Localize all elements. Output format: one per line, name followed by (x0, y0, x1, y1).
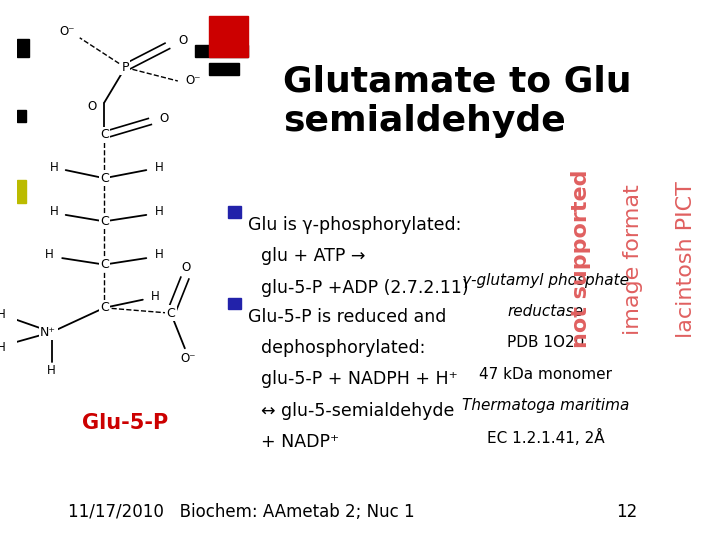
Text: Glu-5-P: Glu-5-P (82, 413, 168, 433)
Text: glu + ATP →: glu + ATP → (261, 247, 365, 265)
Text: image format: image format (624, 184, 644, 335)
Text: C: C (100, 172, 109, 185)
Text: C: C (100, 129, 109, 141)
Text: 11/17/2010   Biochem: AAmetab 2; Nuc 1: 11/17/2010 Biochem: AAmetab 2; Nuc 1 (68, 503, 414, 521)
Text: O: O (178, 34, 187, 47)
Text: H: H (48, 364, 56, 377)
Text: O: O (87, 100, 96, 113)
Text: O⁻: O⁻ (181, 352, 196, 365)
Text: Thermatoga maritima: Thermatoga maritima (462, 398, 629, 413)
Text: H: H (0, 341, 6, 354)
Text: H: H (155, 248, 163, 261)
Text: PDB 1O20: PDB 1O20 (507, 335, 585, 350)
Text: ↔ glu-5-semialdehyde: ↔ glu-5-semialdehyde (261, 402, 454, 420)
Text: EC 1.2.1.41, 2Å: EC 1.2.1.41, 2Å (487, 429, 605, 447)
Text: C: C (100, 215, 109, 228)
Text: H: H (45, 248, 54, 261)
Text: O: O (159, 112, 168, 125)
Text: dephosphorylated:: dephosphorylated: (261, 339, 425, 357)
Text: H: H (155, 205, 163, 218)
Text: C: C (100, 258, 109, 271)
Text: glu-5-P +ADP (2.7.2.11): glu-5-P +ADP (2.7.2.11) (261, 279, 468, 296)
Text: Glu-5-P is reduced and: Glu-5-P is reduced and (248, 308, 446, 326)
Bar (210, 63, 239, 75)
Text: O: O (181, 261, 191, 274)
Bar (195, 45, 248, 57)
Text: γ-glutamyl phosphate: γ-glutamyl phosphate (462, 273, 629, 288)
Text: 47 kDa monomer: 47 kDa monomer (480, 367, 612, 382)
Bar (17, 180, 27, 202)
Text: reductase: reductase (508, 304, 584, 319)
Bar (210, 16, 248, 57)
Text: 12: 12 (616, 503, 637, 521)
Bar (228, 206, 241, 218)
Text: + NADP⁺: + NADP⁺ (261, 433, 338, 451)
Text: C: C (166, 307, 175, 320)
Text: H: H (155, 161, 163, 174)
Text: Glutamate to Glu
semialdehyde: Glutamate to Glu semialdehyde (283, 65, 631, 138)
Bar (17, 39, 30, 57)
Text: not supported: not supported (571, 170, 591, 348)
Text: C: C (100, 301, 109, 314)
Text: H: H (50, 161, 58, 174)
Bar (17, 110, 27, 122)
Text: glu-5-P + NADPH + H⁺: glu-5-P + NADPH + H⁺ (261, 370, 457, 388)
Text: H: H (151, 291, 160, 303)
Text: Glu is γ-phosphorylated:: Glu is γ-phosphorylated: (248, 216, 462, 234)
Text: lacintosh PICT: lacintosh PICT (676, 181, 696, 338)
Text: H: H (0, 308, 6, 321)
Text: P: P (122, 61, 129, 74)
Text: O⁻: O⁻ (59, 25, 75, 38)
Text: O⁻: O⁻ (186, 75, 201, 87)
Bar (228, 298, 241, 309)
Text: N⁺: N⁺ (40, 326, 56, 339)
Text: H: H (50, 205, 58, 218)
